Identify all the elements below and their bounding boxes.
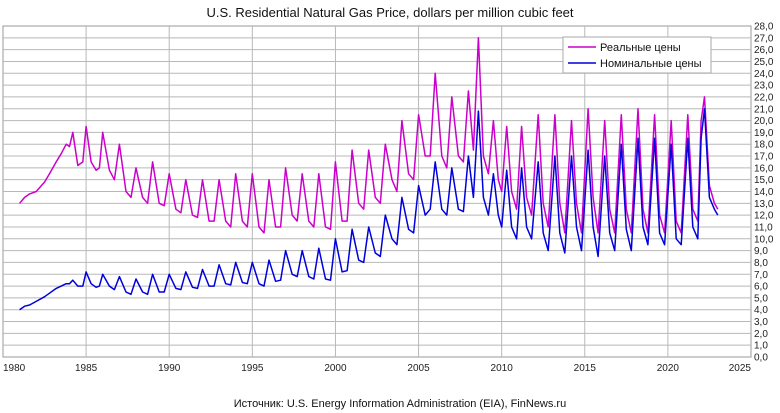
y-tick-label: 26,0 [754, 45, 774, 56]
y-tick-label: 3,0 [754, 317, 768, 328]
x-tick-label: 1985 [75, 363, 98, 374]
y-tick-label: 25,0 [754, 57, 774, 68]
y-tick-label: 28,0 [754, 22, 774, 33]
y-tick-label: 15,0 [754, 175, 774, 186]
x-tick-label: 2025 [729, 363, 752, 374]
legend-label-nominal: Номинальные цены [600, 58, 702, 70]
y-tick-label: 6,0 [754, 282, 768, 293]
y-tick-label: 22,0 [754, 92, 774, 103]
chart-title: U.S. Residential Natural Gas Price, doll… [206, 5, 573, 20]
y-tick-label: 16,0 [754, 163, 774, 174]
legend-box [562, 36, 712, 74]
y-tick-label: 12,0 [754, 211, 774, 222]
x-tick-label: 2015 [574, 363, 597, 374]
y-tick-label: 8,0 [754, 258, 768, 269]
x-tick-label: 1990 [158, 363, 181, 374]
y-tick-label: 19,0 [754, 128, 774, 139]
y-tick-label: 21,0 [754, 104, 774, 115]
legend: Реальные цены Номинальные цены [562, 36, 712, 74]
y-tick-label: 11,0 [754, 222, 773, 233]
y-tick-label: 9,0 [754, 246, 768, 257]
y-tick-label: 24,0 [754, 69, 774, 80]
series-line-nominal [19, 108, 719, 311]
y-tick-label: 27,0 [754, 33, 774, 44]
y-tick-label: 14,0 [754, 187, 774, 198]
y-tick-label: 18,0 [754, 140, 774, 151]
y-tick-label: 17,0 [754, 152, 774, 163]
y-tick-label: 7,0 [754, 270, 768, 281]
x-tick-label: 2000 [324, 363, 347, 374]
legend-label-real: Реальные цены [600, 42, 681, 54]
x-tick-label: 1995 [241, 363, 264, 374]
y-tick-label: 1,0 [754, 341, 768, 352]
x-tick-label: 1980 [3, 363, 26, 374]
chart-source: Источник: U.S. Energy Information Admini… [234, 398, 566, 410]
y-tick-label: 2,0 [754, 329, 768, 340]
y-tick-label: 10,0 [754, 234, 774, 245]
axis-ticks: 0,01,02,03,04,05,06,07,08,09,010,011,012… [3, 22, 774, 375]
y-tick-label: 23,0 [754, 81, 774, 92]
series-lines [19, 37, 719, 311]
series-line-real [19, 37, 719, 234]
y-tick-label: 0,0 [754, 353, 768, 364]
y-tick-label: 4,0 [754, 305, 768, 316]
y-tick-label: 5,0 [754, 293, 768, 304]
x-tick-label: 2020 [657, 363, 680, 374]
y-tick-label: 13,0 [754, 199, 774, 210]
y-tick-label: 20,0 [754, 116, 774, 127]
x-tick-label: 2005 [407, 363, 430, 374]
x-tick-label: 2010 [491, 363, 514, 374]
